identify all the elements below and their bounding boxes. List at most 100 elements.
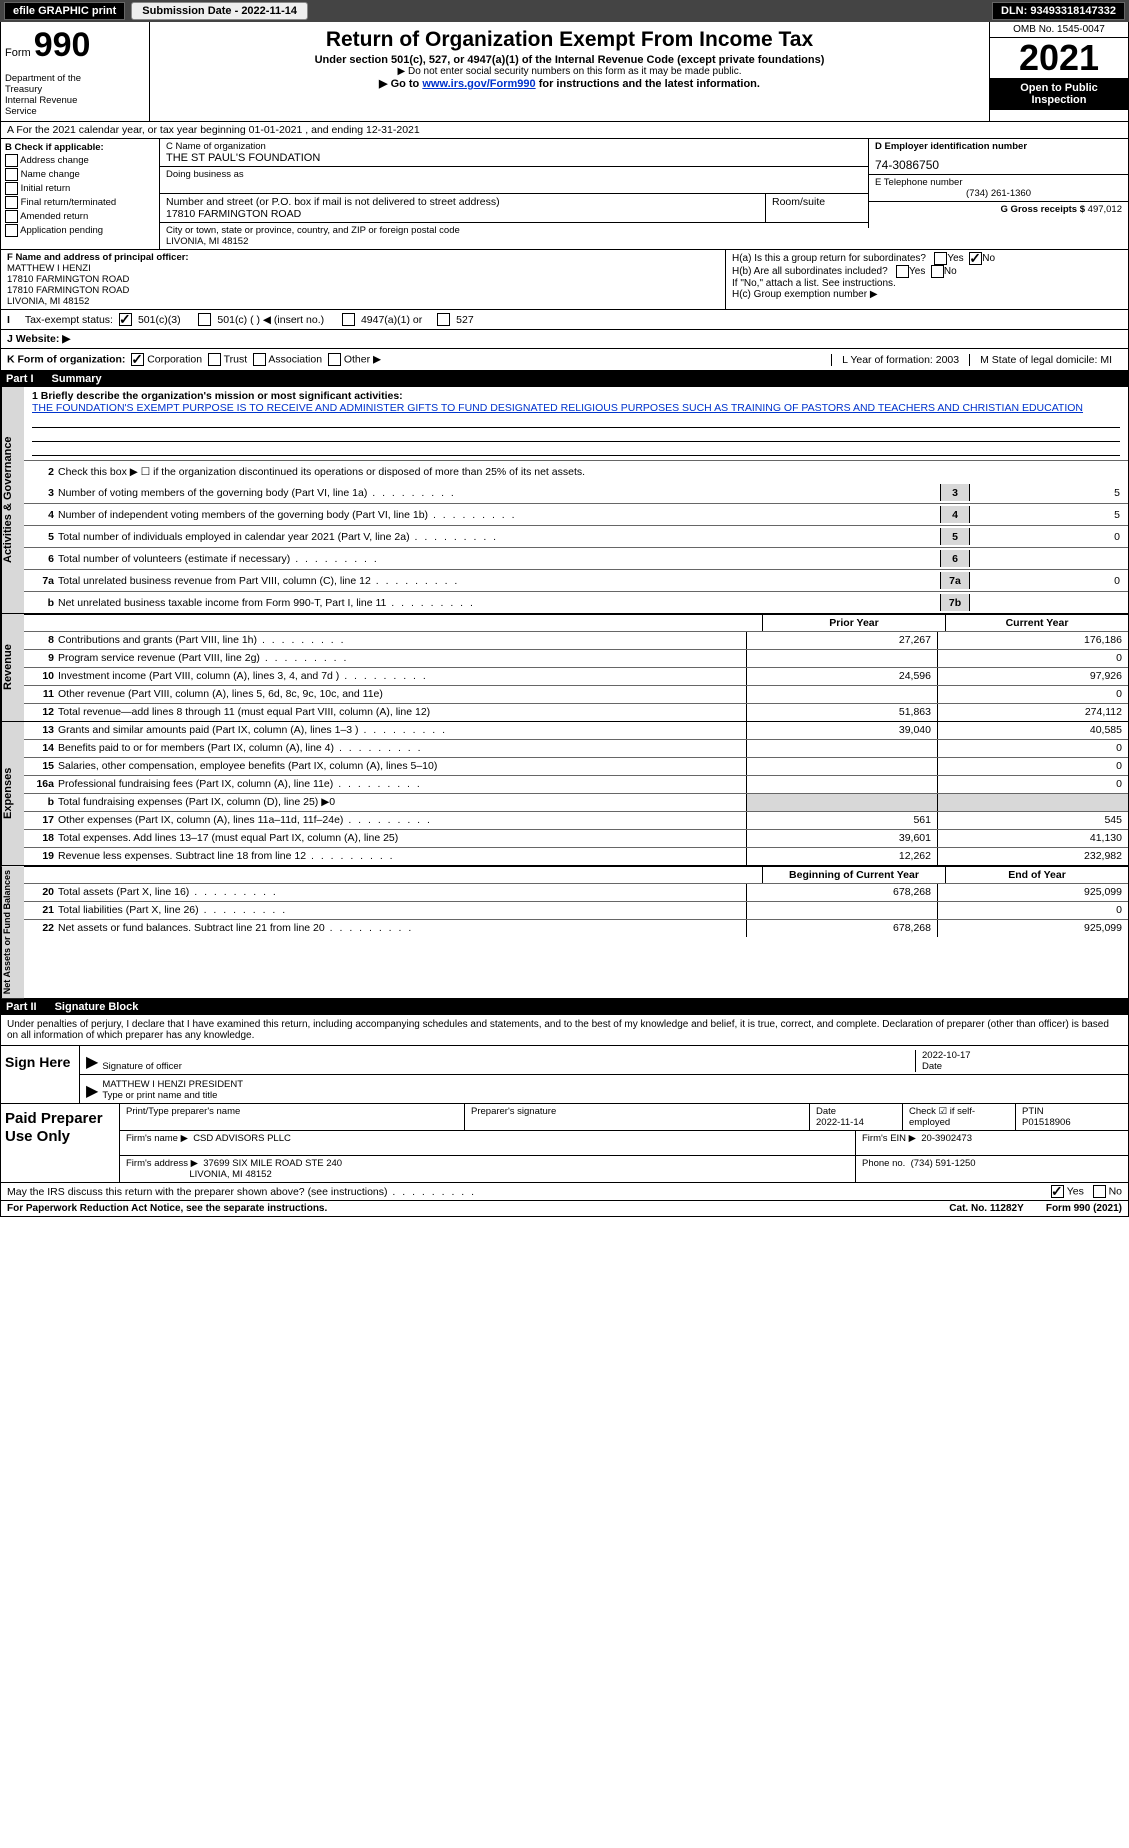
phone-value: (734) 261-1360: [875, 188, 1122, 199]
officer-addr3: LIVONIA, MI 48152: [7, 296, 89, 307]
hb-yes-checkbox[interactable]: [896, 265, 909, 278]
assoc-checkbox[interactable]: [253, 353, 266, 366]
street-label: Number and street (or P.O. box if mail i…: [166, 196, 759, 208]
mission-label: 1 Briefly describe the organization's mi…: [32, 390, 403, 402]
phone-cell: E Telephone number (734) 261-1360: [868, 175, 1128, 202]
prep-name-label: Print/Type preparer's name: [120, 1104, 465, 1130]
l-year-formation: L Year of formation: 2003: [831, 354, 969, 366]
check-application-pending[interactable]: Application pending: [5, 224, 155, 237]
sign-here-label: Sign Here: [1, 1046, 80, 1103]
ha-no-checkbox[interactable]: [969, 252, 982, 265]
501c3-checkbox[interactable]: [119, 313, 132, 326]
check-initial-return[interactable]: Initial return: [5, 182, 155, 195]
footer-cat-no: Cat. No. 11282Y: [949, 1203, 1023, 1214]
527-checkbox[interactable]: [437, 313, 450, 326]
efile-label: efile GRAPHIC print: [4, 2, 125, 20]
check-name-change[interactable]: Name change: [5, 168, 155, 181]
section-b-checkboxes: B Check if applicable: Address change Na…: [1, 139, 160, 249]
footer-form-year: Form 990 (2021): [1046, 1203, 1122, 1214]
ha-yes-checkbox[interactable]: [934, 252, 947, 265]
irs-link[interactable]: www.irs.gov/Form990: [422, 78, 535, 90]
discuss-yes-checkbox[interactable]: [1051, 1185, 1064, 1198]
ein-cell: D Employer identification number 74-3086…: [868, 139, 1128, 175]
org-name-value: THE ST PAUL'S FOUNDATION: [166, 152, 862, 164]
row-k-l-m: K Form of organization: Corporation Trus…: [0, 349, 1129, 371]
trust-checkbox[interactable]: [208, 353, 221, 366]
hc-label: H(c) Group exemption number ▶: [732, 289, 1122, 300]
discuss-label: May the IRS discuss this return with the…: [7, 1186, 476, 1198]
check-amended-return[interactable]: Amended return: [5, 210, 155, 223]
mission-line: [32, 429, 1120, 442]
open-to-public-label: Open to Public Inspection: [990, 78, 1128, 110]
vtab-revenue: Revenue: [1, 614, 24, 721]
org-name-cell: C Name of organization THE ST PAUL'S FOU…: [160, 139, 868, 167]
revenue-section: Revenue Prior Year Current Year 8Contrib…: [0, 614, 1129, 722]
k-label: K Form of organization:: [7, 353, 125, 365]
501c-checkbox[interactable]: [198, 313, 211, 326]
hb-row: H(b) Are all subordinates included? Yes …: [732, 265, 1122, 278]
mission-line: [32, 443, 1120, 456]
row-j-website: J Website: ▶: [0, 330, 1129, 349]
net-assets-header-row: Beginning of Current Year End of Year: [24, 866, 1128, 883]
dba-label: Doing business as: [166, 169, 862, 180]
section-c-org-info: C Name of organization THE ST PAUL'S FOU…: [160, 139, 868, 249]
line-18: 18Total expenses. Add lines 13–17 (must …: [24, 829, 1128, 847]
omb-number: OMB No. 1545-0047: [990, 22, 1128, 38]
line-8: 8Contributions and grants (Part VIII, li…: [24, 631, 1128, 649]
other-checkbox[interactable]: [328, 353, 341, 366]
gross-value: 497,012: [1088, 204, 1122, 215]
efile-toolbar: efile GRAPHIC print Submission Date - 20…: [0, 0, 1129, 22]
governance-section: Activities & Governance 1 Briefly descri…: [0, 387, 1129, 614]
ptin-label: PTIN: [1022, 1106, 1044, 1117]
line-16a: 16aProfessional fundraising fees (Part I…: [24, 775, 1128, 793]
check-address-change[interactable]: Address change: [5, 154, 155, 167]
org-name-label: C Name of organization: [166, 141, 862, 152]
org-info-grid: B Check if applicable: Address change Na…: [0, 139, 1129, 250]
firm-ein-value: 20-3902473: [921, 1133, 972, 1144]
col-end-year: End of Year: [945, 867, 1128, 883]
gross-label: G Gross receipts $: [1001, 204, 1085, 215]
arrow-icon: ▶: [86, 1081, 98, 1101]
principal-officer-cell: F Name and address of principal officer:…: [1, 250, 726, 309]
dba-cell: Doing business as: [160, 167, 868, 194]
street-cell: Number and street (or P.O. box if mail i…: [160, 194, 766, 222]
row-i-tax-exempt: I Tax-exempt status: 501(c)(3) 501(c) ( …: [0, 310, 1129, 330]
col-current-year: Current Year: [945, 615, 1128, 631]
part2-title: Signature Block: [55, 1001, 139, 1013]
line-19: 19Revenue less expenses. Subtract line 1…: [24, 847, 1128, 865]
j-label: J Website: ▶: [7, 333, 70, 345]
4947-checkbox[interactable]: [342, 313, 355, 326]
self-employed-check[interactable]: Check ☑ if self-employed: [909, 1106, 975, 1128]
footer-left: For Paperwork Reduction Act Notice, see …: [7, 1203, 327, 1214]
line-20: 20Total assets (Part X, line 16)678,2689…: [24, 883, 1128, 901]
firm-addr-value: 37699 SIX MILE ROAD STE 240: [203, 1158, 342, 1169]
line-15: 15Salaries, other compensation, employee…: [24, 757, 1128, 775]
paid-preparer-label: Paid Preparer Use Only: [1, 1104, 120, 1182]
form-number: 990: [34, 26, 91, 64]
form-id-block: Form 990 Department of theTreasuryIntern…: [1, 22, 150, 121]
form-label: Form: [5, 47, 31, 59]
submission-date-button[interactable]: Submission Date - 2022-11-14: [131, 2, 308, 20]
corp-checkbox[interactable]: [131, 353, 144, 366]
part-2-header: Part II Signature Block: [0, 999, 1129, 1015]
arrow-icon: ▶: [86, 1052, 98, 1072]
firm-ein-label: Firm's EIN ▶: [862, 1133, 916, 1144]
net-assets-section: Net Assets or Fund Balances Beginning of…: [0, 866, 1129, 999]
col-beginning-year: Beginning of Current Year: [762, 867, 945, 883]
mission-block: 1 Briefly describe the organization's mi…: [24, 387, 1128, 460]
hb-note: If "No," attach a list. See instructions…: [732, 278, 1122, 289]
vtab-expenses: Expenses: [1, 722, 24, 865]
discuss-no-checkbox[interactable]: [1093, 1185, 1106, 1198]
line-16b: bTotal fundraising expenses (Part IX, co…: [24, 793, 1128, 811]
row-a-tax-year: A For the 2021 calendar year, or tax yea…: [0, 122, 1129, 139]
hb-no-checkbox[interactable]: [931, 265, 944, 278]
ha-label: H(a) Is this a group return for subordin…: [732, 253, 926, 264]
dept-label: Department of theTreasuryInternal Revenu…: [5, 73, 145, 117]
city-label: City or town, state or province, country…: [166, 225, 862, 236]
line-5: 5Total number of individuals employed in…: [24, 525, 1128, 547]
officer-name-value: MATTHEW I HENZI PRESIDENT: [102, 1079, 1122, 1090]
preparer-line-1: Print/Type preparer's name Preparer's si…: [120, 1104, 1128, 1131]
check-final-return[interactable]: Final return/terminated: [5, 196, 155, 209]
mission-text[interactable]: THE FOUNDATION'S EXEMPT PURPOSE IS TO RE…: [32, 402, 1083, 414]
line-3: 3Number of voting members of the governi…: [24, 482, 1128, 503]
